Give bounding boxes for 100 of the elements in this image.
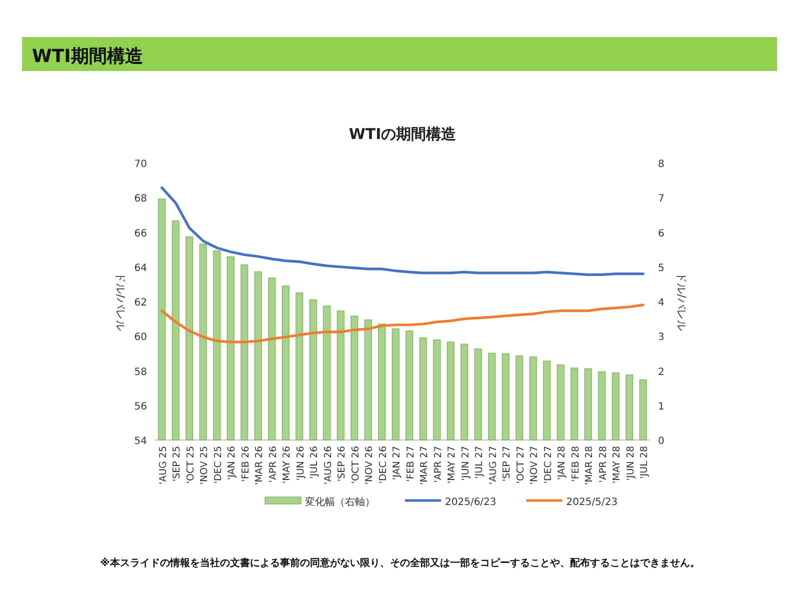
y2-tick-label: 0 — [658, 436, 664, 447]
y2-tick-label: 5 — [658, 262, 664, 274]
y2-tick-label: 4 — [658, 298, 664, 308]
bar — [556, 364, 564, 440]
x-tick-label: 'OCT 26 — [350, 446, 362, 484]
bar — [213, 250, 221, 440]
bar — [419, 338, 427, 440]
y2-tick-label: 6 — [658, 228, 664, 240]
bar — [158, 198, 166, 440]
x-tick-label: 'OCT 27 — [515, 446, 526, 484]
bar — [268, 278, 276, 440]
x-tick-label: 'JUN 28 — [625, 446, 636, 481]
x-tick-label: 'APR 26 — [268, 446, 279, 483]
y-tick-label: 56 — [134, 401, 147, 412]
bar — [446, 342, 454, 440]
line-series — [160, 186, 644, 276]
x-tick-label: 'JUN 27 — [460, 446, 472, 481]
bar — [612, 372, 620, 440]
bar — [254, 271, 262, 440]
y2-tick-label: 1 — [658, 401, 664, 412]
x-tick-label: 'MAY 26 — [282, 446, 293, 484]
x-tick-label: 'JAN 26 — [226, 446, 238, 480]
bar — [392, 328, 400, 440]
chart-subtitle: WTIの期間構造 — [348, 125, 458, 143]
bar — [350, 316, 358, 440]
x-tick-label: 'APR 27 — [432, 446, 444, 483]
y-tick-label: 54 — [134, 436, 147, 447]
bar — [199, 244, 207, 440]
text: ※本スライドの情報を当社の文書による事前の同意がない限り、その全部又は一部をコピーすることや、配布することはできません。 — [100, 557, 700, 569]
bar — [323, 306, 331, 440]
line-series — [160, 304, 644, 344]
bar — [406, 330, 414, 440]
bar — [296, 292, 304, 440]
bar — [474, 348, 482, 440]
y-tick-label: 68 — [134, 194, 147, 205]
bar — [460, 344, 468, 440]
x-tick-label: 'JUN 26 — [295, 446, 306, 481]
legend-label: 2025/6/23 — [445, 497, 496, 508]
bar — [226, 256, 234, 440]
bar — [598, 371, 606, 440]
y-tick-label: 70 — [134, 159, 147, 170]
x-tick-label: 'MAY 28 — [612, 446, 623, 484]
x-tick-label: 'SEP 26 — [336, 446, 348, 482]
x-tick-label: 'NOV 25 — [199, 446, 210, 485]
x-tick-label: 'MAR 28 — [584, 446, 596, 486]
x-tick-label: 'DEC 26 — [378, 446, 389, 484]
bar — [502, 353, 510, 440]
x-tick-label: 'AUG 26 — [322, 446, 334, 485]
x-tick-label: 'MAY 27 — [446, 446, 458, 484]
x-tick-label: 'OCT 25 — [185, 446, 196, 484]
x-tick-label: 'FEB 27 — [405, 446, 416, 482]
bar — [336, 310, 344, 440]
legend-label: 2025/5/23 — [566, 497, 618, 508]
x-tick-label: 'DEC 27 — [542, 446, 554, 484]
x-tick-label: 'JUL 27 — [474, 446, 486, 479]
bar — [543, 360, 551, 440]
y2-tick-label: 7 — [658, 194, 664, 205]
bar — [378, 324, 386, 440]
y2-axis-title: ドル/バレル — [675, 272, 688, 331]
bar — [570, 368, 578, 440]
x-tick-label: 'JAN 27 — [392, 446, 403, 480]
x-tick-label: 'AUG 25 — [158, 446, 169, 485]
x-tick-label: 'NOV 27 — [529, 446, 540, 485]
y2-tick-label: 3 — [658, 332, 664, 344]
bar — [240, 264, 248, 440]
bar — [584, 368, 592, 440]
x-tick-label: 'SEP 25 — [172, 446, 183, 482]
x-tick-label: 'FEB 26 — [240, 446, 252, 482]
x-tick-label: 'NOV 26 — [364, 446, 376, 485]
bar — [433, 340, 441, 440]
bar — [172, 220, 180, 440]
bar — [639, 379, 647, 440]
bar — [186, 236, 194, 440]
bar — [529, 356, 537, 440]
chart-title: WTI期間構造 — [32, 46, 143, 67]
bar — [488, 352, 496, 440]
x-tick-label: 'MAR 27 — [419, 446, 430, 486]
bar — [282, 286, 290, 440]
x-tick-label: 'APR 28 — [598, 446, 609, 483]
x-tick-label: 'JUL 28 — [639, 446, 650, 479]
bar — [309, 299, 317, 440]
bar — [516, 356, 524, 440]
y2-tick-label: 2 — [658, 366, 664, 378]
x-tick-label: 'FEB 28 — [570, 446, 582, 482]
y-axis-title: ドル/バレル — [114, 272, 127, 331]
x-tick-label: 'SEP 27 — [502, 446, 513, 482]
y-tick-label: 60 — [134, 332, 147, 344]
x-tick-label: 'DEC 25 — [212, 446, 224, 484]
bar — [364, 320, 372, 440]
x-tick-label: 'JAN 28 — [556, 446, 568, 480]
legend-label: 変化幅（右軸） — [305, 496, 375, 508]
x-tick-label: 'AUG 27 — [488, 446, 499, 485]
y-tick-label: 62 — [134, 298, 147, 308]
bar — [626, 374, 634, 440]
y-tick-label: 66 — [134, 228, 147, 240]
x-tick-label: 'JUL 26 — [309, 446, 320, 479]
y2-tick-label: 8 — [658, 159, 664, 170]
x-tick-label: 'MAR 26 — [254, 446, 266, 486]
y-tick-label: 58 — [134, 366, 147, 378]
y-tick-label: 64 — [134, 262, 147, 274]
